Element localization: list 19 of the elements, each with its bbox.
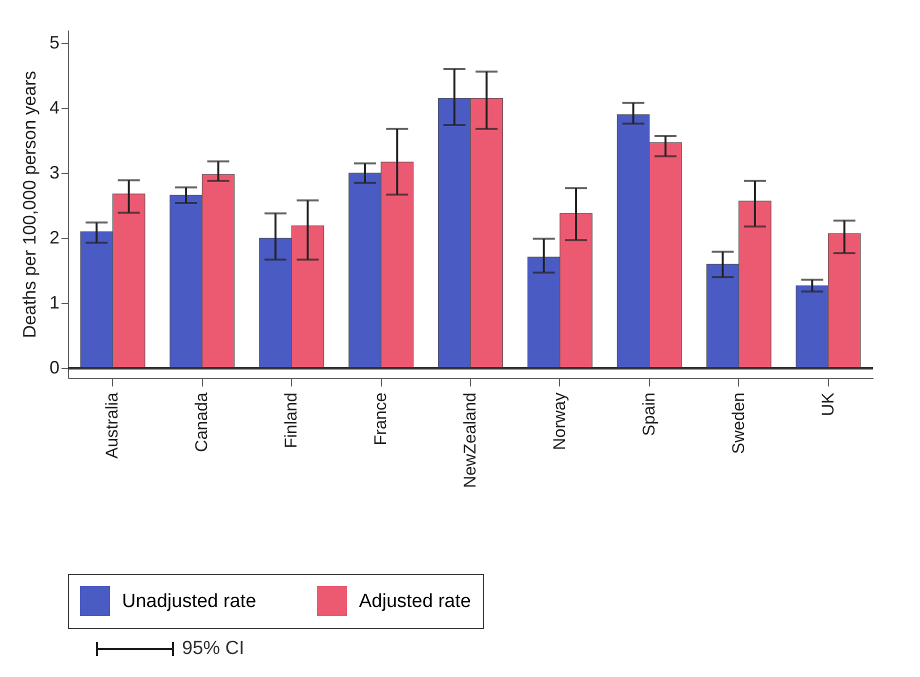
- x-tick-label: France: [371, 392, 390, 446]
- x-tick-label: NewZealand: [460, 392, 480, 488]
- y-tick-label: 4: [49, 98, 60, 118]
- y-tick-label: 5: [49, 32, 60, 53]
- y-tick-label: 3: [49, 162, 60, 183]
- x-tick-label: Finland: [282, 392, 301, 448]
- x-tick-label: Sweden: [728, 392, 748, 454]
- y-tick-label: 2: [49, 228, 60, 248]
- x-tick-label: Canada: [192, 392, 212, 452]
- legend-label: Unadjusted rate: [122, 591, 256, 612]
- y-axis-title: Deaths per 100,000 person years: [19, 70, 40, 338]
- x-tick-label: Norway: [550, 392, 569, 450]
- y-tick-label: 1: [49, 292, 60, 313]
- y-tick-label: 0: [49, 358, 60, 378]
- x-tick-label: Australia: [102, 392, 122, 459]
- x-tick-label: Spain: [639, 392, 658, 436]
- text: 95% CI: [182, 638, 244, 660]
- legend-label: Adjusted rate: [359, 591, 471, 612]
- x-tick-label: UK: [818, 392, 838, 416]
